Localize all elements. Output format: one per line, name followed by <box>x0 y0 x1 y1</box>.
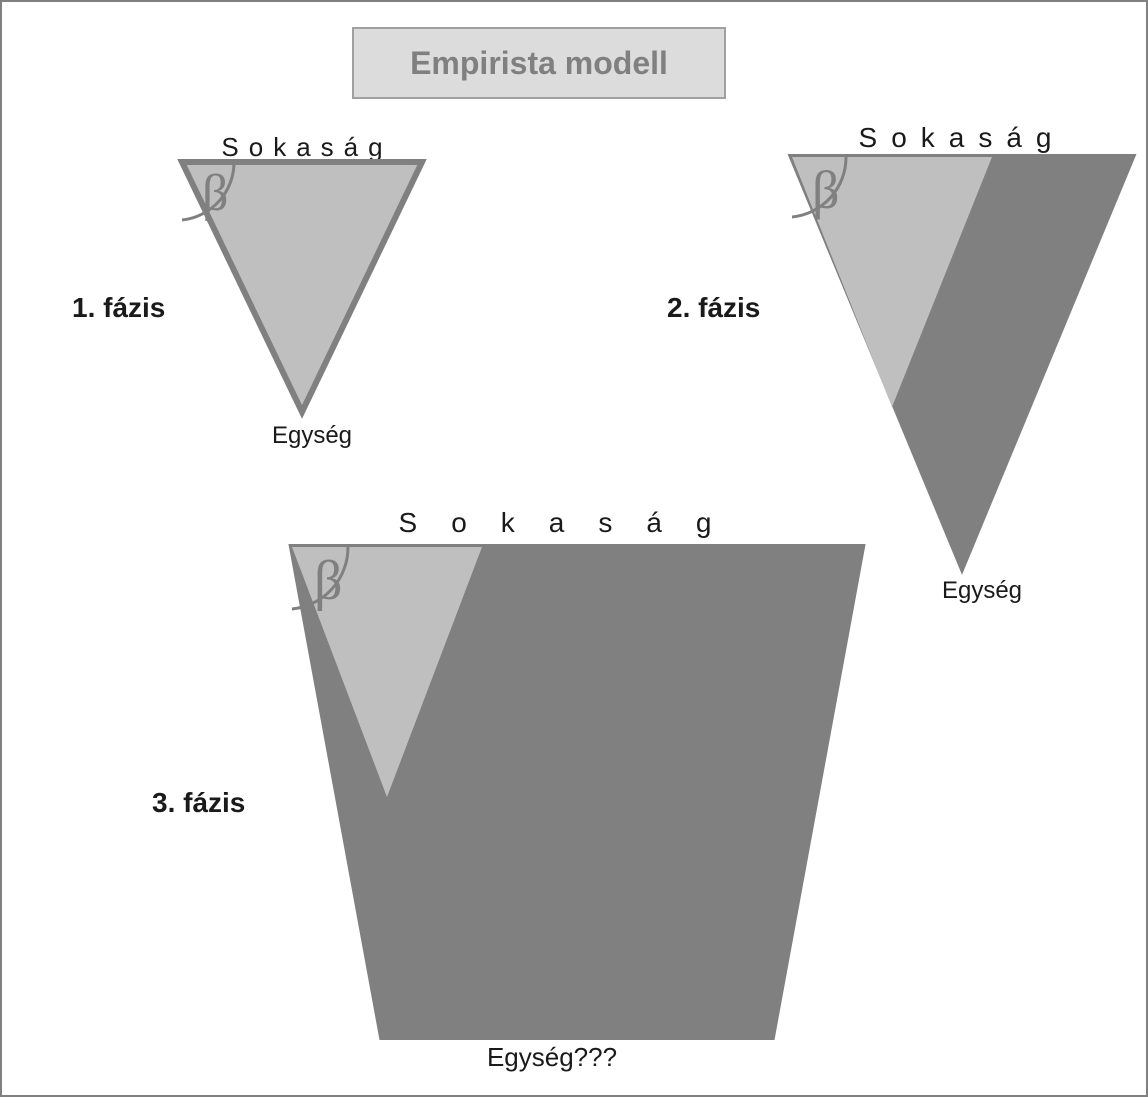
phase3-top-label: Sokaság <box>312 507 832 539</box>
phase2-beta: β <box>812 159 839 221</box>
phase1-arc <box>182 162 183 163</box>
phase2-top-label: Sokaság <box>802 122 1122 154</box>
title-box: Empirista modell <box>352 27 726 99</box>
phase2-label: 2. fázis <box>667 292 760 324</box>
phase3-bottom-label: Egység??? <box>422 1042 682 1073</box>
phase2-arc <box>792 157 793 158</box>
phase3-beta: β <box>314 549 343 613</box>
diagram-frame: Empirista modell 1. fázis Sokaság β Egys… <box>0 0 1148 1097</box>
phase2-bottom-label: Egység <box>902 577 1062 605</box>
phase1-bottom-label: Egység <box>232 422 392 450</box>
phase1-beta: β <box>202 164 228 223</box>
phase3-arc <box>292 547 293 548</box>
phase1-top-label: Sokaság <box>187 132 427 163</box>
phase3-label: 3. fázis <box>152 787 245 819</box>
phase1-label: 1. fázis <box>72 292 165 324</box>
